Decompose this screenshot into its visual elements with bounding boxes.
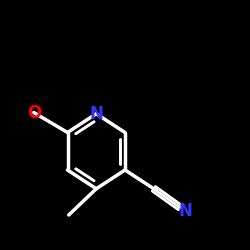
Text: N: N: [178, 202, 192, 220]
Text: O: O: [26, 104, 41, 122]
Text: N: N: [89, 105, 103, 123]
